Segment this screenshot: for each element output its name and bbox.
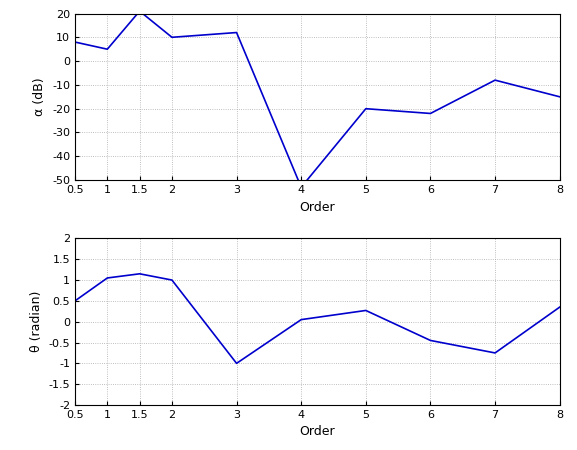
X-axis label: Order: Order — [299, 425, 335, 438]
Y-axis label: θ (radian): θ (radian) — [30, 291, 43, 352]
Y-axis label: α (dB): α (dB) — [33, 77, 47, 116]
X-axis label: Order: Order — [299, 201, 335, 213]
